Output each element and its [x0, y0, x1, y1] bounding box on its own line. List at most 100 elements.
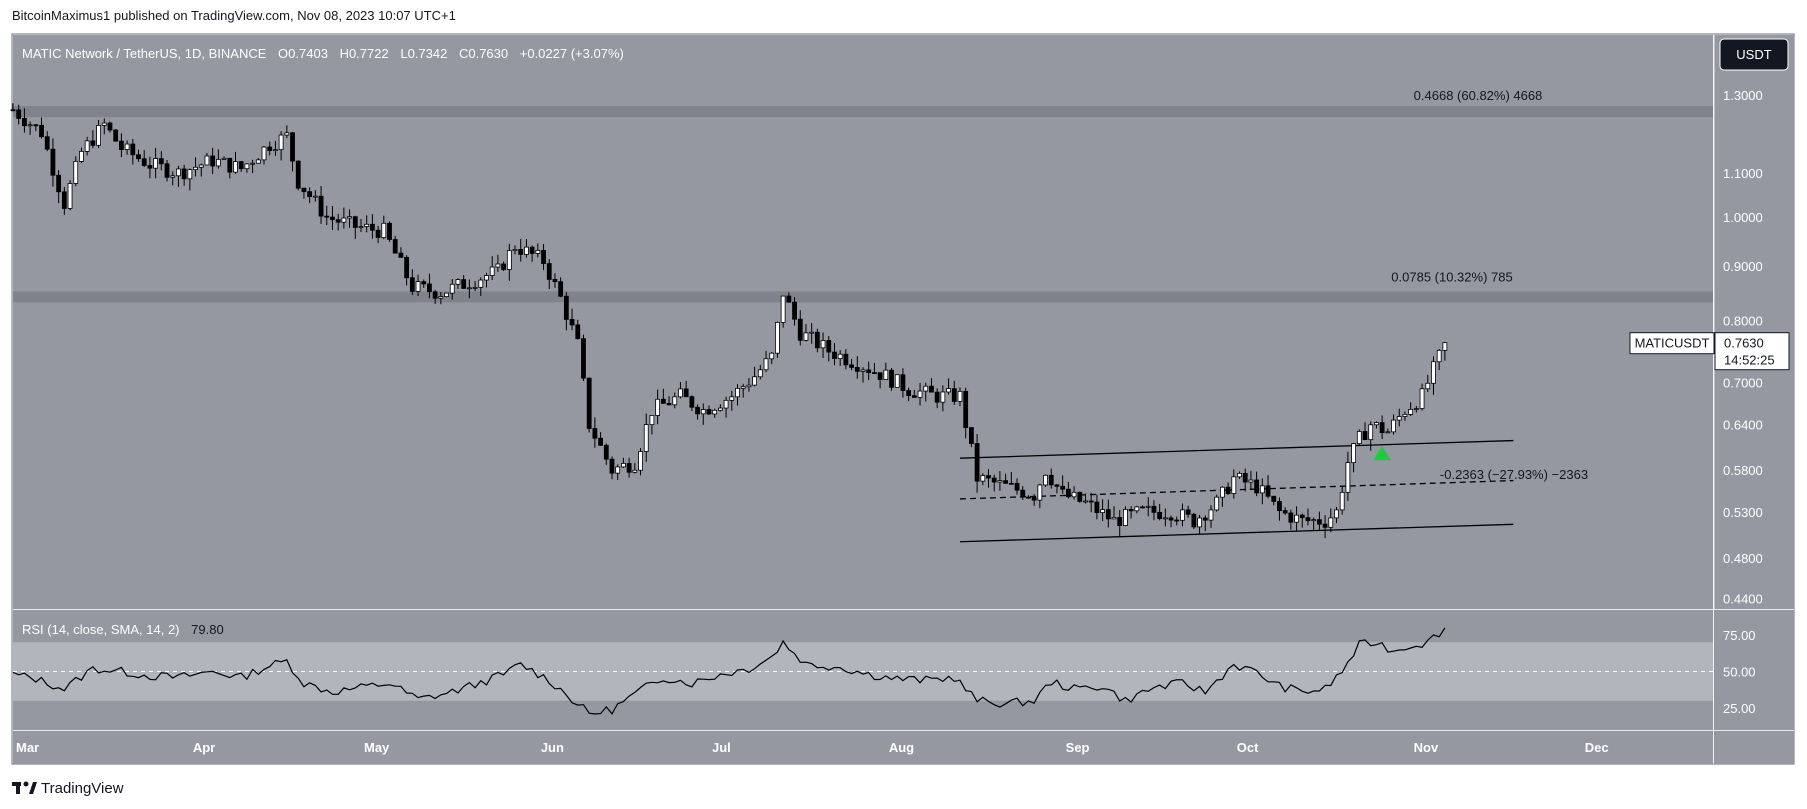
- time-tick-label: Jun: [541, 740, 564, 755]
- candle-down: [1003, 480, 1009, 484]
- candle-up: [1345, 462, 1351, 493]
- candle-up: [261, 146, 267, 161]
- rsi-tick-label: 50.00: [1723, 664, 1756, 679]
- candle-down: [832, 351, 837, 359]
- candlestick-series: [10, 103, 1448, 539]
- fib-extension-label: 0.4668 (60.82%) 4668: [1414, 88, 1543, 103]
- candle-up: [980, 475, 986, 482]
- candle-up: [1123, 509, 1128, 526]
- candle-down: [900, 374, 906, 391]
- candle-down: [706, 409, 712, 415]
- candle-up: [1100, 509, 1105, 513]
- candle-up: [638, 451, 643, 471]
- candle-down: [1026, 496, 1031, 499]
- price-axis[interactable]: [1714, 35, 1794, 609]
- candle-up: [444, 292, 449, 298]
- candle-down: [1008, 482, 1014, 485]
- candle-up: [1219, 486, 1225, 498]
- candle-down: [335, 219, 341, 223]
- candle-down: [432, 291, 438, 299]
- candle-up: [1162, 517, 1168, 520]
- candle-up: [894, 374, 900, 388]
- candle-down: [592, 428, 598, 439]
- candle-down: [872, 372, 877, 375]
- candle-up: [763, 358, 769, 371]
- candle-up: [1368, 424, 1374, 441]
- time-axis[interactable]: [13, 731, 1713, 764]
- candle-up: [101, 122, 107, 126]
- candle-up: [1339, 491, 1345, 511]
- candle-down: [866, 369, 872, 374]
- currency-button[interactable]: USDT: [1719, 38, 1789, 71]
- candle-down: [1088, 500, 1094, 503]
- candle-down: [849, 364, 854, 368]
- candle-down: [501, 263, 507, 270]
- ascending-channel: [959, 439, 1514, 543]
- price-tick-label: 0.6400: [1723, 417, 1763, 432]
- candle-up: [67, 183, 73, 209]
- price-tag-value: 0.7630: [1724, 336, 1764, 351]
- symbol-title-text: MATIC Network / TetherUS, 1D, BINANCE: [22, 46, 267, 61]
- candle-up: [769, 352, 775, 360]
- candle-up: [883, 369, 889, 380]
- price-tag-value-bg: [1714, 332, 1790, 371]
- candle-down: [16, 109, 22, 119]
- logo-stem: [16, 782, 20, 794]
- candle-down: [558, 281, 564, 297]
- rsi-tick-label: 75.00: [1723, 628, 1756, 643]
- rsi-tick-label: 25.00: [1723, 701, 1756, 716]
- time-tick-label: Jul: [712, 740, 731, 755]
- candle-down: [181, 168, 187, 180]
- candle-up: [176, 168, 181, 177]
- candle-down: [1065, 488, 1071, 498]
- rsi-value: 79.80: [191, 622, 224, 637]
- high-value: 0.7722: [349, 46, 389, 61]
- candle-down: [1271, 495, 1277, 502]
- high-label: H: [340, 46, 349, 61]
- price-tick-label: 0.4400: [1723, 591, 1763, 606]
- currency-button-label[interactable]: USDT: [1736, 47, 1771, 62]
- candle-up: [284, 132, 290, 136]
- candle-down: [324, 215, 330, 218]
- candle-down: [951, 388, 957, 402]
- candle-down: [563, 295, 569, 320]
- price-tag-symbol: MATICUSDT: [1635, 336, 1710, 351]
- candle-up: [1334, 509, 1339, 519]
- candle-down: [843, 353, 849, 366]
- candle-up: [1259, 485, 1265, 494]
- candle-down: [318, 195, 324, 217]
- candle-down: [1191, 513, 1197, 528]
- candle-down: [1379, 422, 1385, 434]
- candle-up: [672, 396, 678, 406]
- rsi-axis: [1714, 610, 1794, 730]
- candle-up: [775, 321, 780, 354]
- candle-up: [678, 388, 683, 398]
- candle-up: [341, 217, 347, 223]
- candle-down: [210, 155, 216, 167]
- candle-down: [598, 437, 603, 446]
- time-tick-label: Dec: [1585, 740, 1609, 755]
- currency-button-bg[interactable]: [1719, 38, 1789, 71]
- candle-up: [1111, 517, 1117, 520]
- candle-down: [1031, 496, 1037, 501]
- price-pane[interactable]: [13, 35, 1713, 609]
- channel-upper-line: [959, 439, 1514, 459]
- price-tick-label: 0.7000: [1723, 376, 1763, 391]
- candle-up: [643, 424, 649, 452]
- candle-up: [957, 390, 963, 402]
- candle-up: [255, 159, 261, 164]
- price-tick-label: 1.1000: [1723, 166, 1763, 181]
- candle-down: [427, 283, 432, 293]
- channel-lower-line: [959, 523, 1514, 543]
- fib-extension-labels: 0.4668 (60.82%) 4668 0.0785 (10.32%) 785 -…: [1391, 88, 1588, 482]
- candle-down: [968, 427, 974, 444]
- horizontal-zone: [13, 106, 1713, 118]
- candle-up: [1145, 505, 1151, 508]
- price-tick-label: 0.8000: [1723, 314, 1763, 329]
- candle-down: [877, 372, 883, 380]
- time-tick-label: Nov: [1414, 740, 1439, 755]
- candle-down: [1316, 519, 1322, 525]
- candle-up: [198, 164, 204, 168]
- candle-up: [449, 283, 455, 294]
